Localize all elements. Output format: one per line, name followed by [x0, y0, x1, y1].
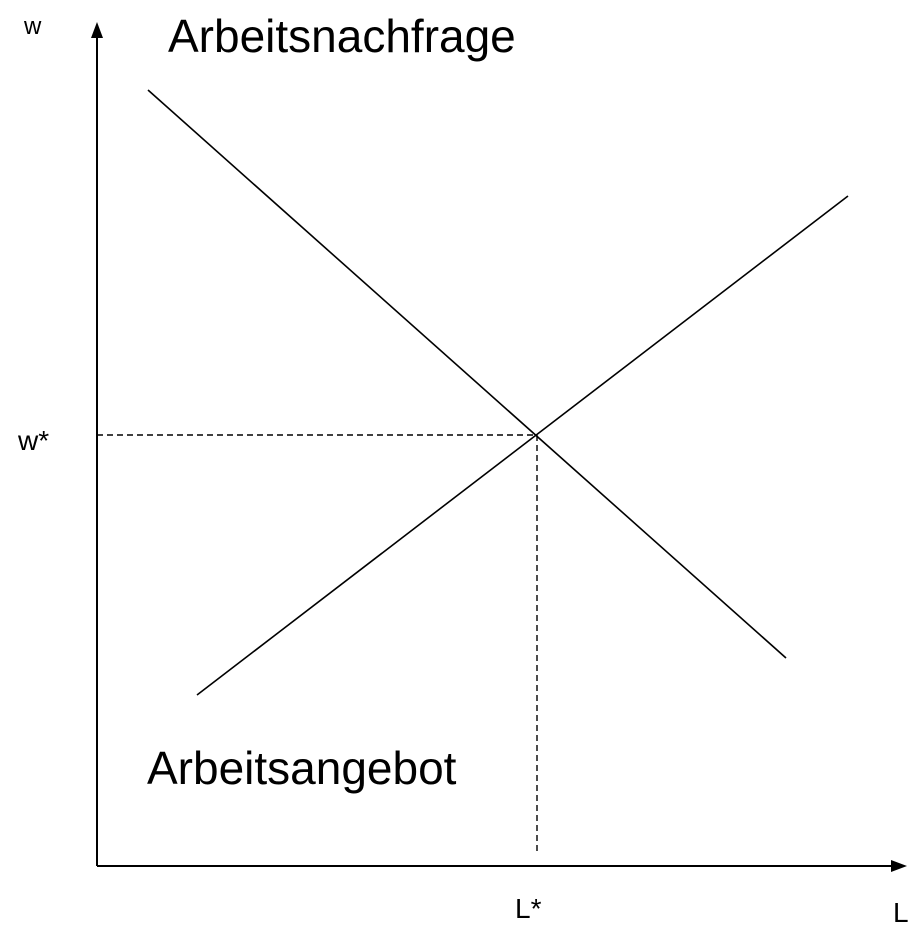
y-axis-label: w [23, 13, 42, 40]
equilibrium-quantity-label: L* [515, 893, 542, 924]
y-axis-arrow [91, 22, 103, 38]
supply-curve [196, 195, 849, 696]
demand-label: Arbeitsnachfrage [168, 10, 516, 62]
x-axis-arrow [891, 860, 907, 872]
equilibrium-wage-label: w* [17, 425, 49, 456]
demand-curve [147, 89, 787, 659]
x-axis-label: L [893, 897, 909, 928]
supply-label: Arbeitsangebot [147, 742, 457, 794]
